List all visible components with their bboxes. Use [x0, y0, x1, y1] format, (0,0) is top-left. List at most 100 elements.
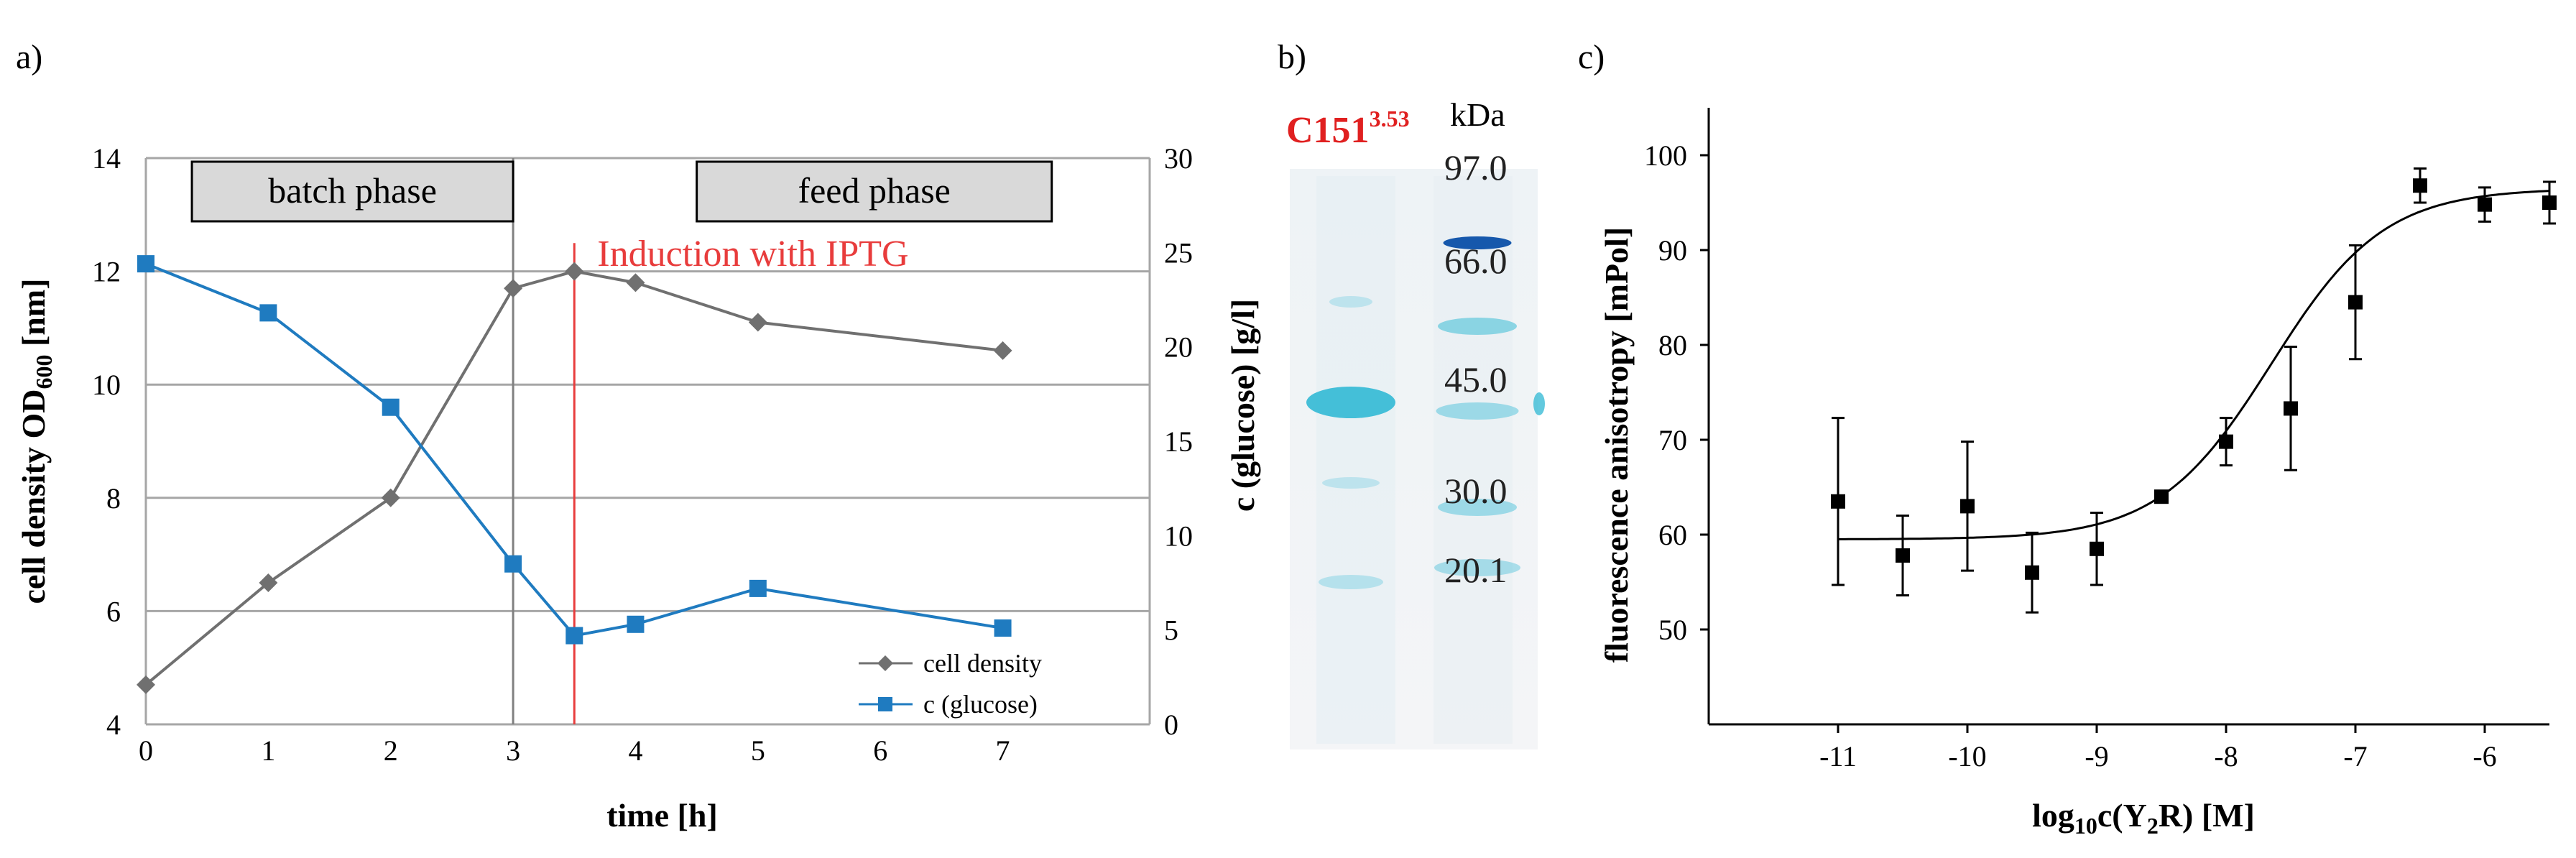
y-right-tick-20: 20	[1164, 331, 1193, 364]
y-right-tick-30: 30	[1164, 142, 1193, 175]
chart-a-y-right-axis-label: c (glucose) [g/l]	[1224, 299, 1261, 512]
x-tick-0: 0	[139, 734, 153, 767]
chart-c-fit-curve	[1838, 190, 2550, 540]
gel-unit-label: kDa	[1450, 96, 1505, 133]
y-right-tick-15: 15	[1164, 425, 1193, 458]
gel-marker-band-3	[1438, 499, 1517, 516]
y-left-tick-8: 8	[106, 482, 121, 515]
legend-glucose-marker	[878, 697, 892, 711]
data-point-7	[2284, 401, 2298, 416]
chart-a-series	[137, 255, 1012, 694]
gel-lane-sample	[1316, 176, 1395, 744]
cell-density-point-3	[504, 279, 523, 298]
data-point-9	[2413, 178, 2427, 193]
series-line-1	[145, 262, 1003, 637]
chart-c-data-points	[1831, 178, 2557, 580]
phase-box-label-0: batch phase	[268, 170, 437, 211]
gel-marker-label-1: 66.0	[1444, 241, 1508, 281]
y-left-tick-10: 10	[92, 369, 121, 401]
y-tick-60: 60	[1658, 519, 1687, 551]
data-point-2	[1960, 499, 1975, 514]
panel-label-b: b)	[1278, 38, 1306, 76]
data-point-0	[1831, 494, 1845, 509]
panel-a: a) batch phase feed phase Induction with …	[15, 38, 1261, 834]
x-tick--10: -10	[1948, 740, 1986, 772]
y-right-tick-5: 5	[1164, 614, 1178, 647]
gel-sample-band-faint-1	[1329, 296, 1372, 308]
y-right-tick-0: 0	[1164, 709, 1178, 741]
glucose-point-5	[627, 615, 645, 633]
chart-a-y-left-axis-label: cell density OD600 [nm]	[15, 278, 57, 604]
data-point-11	[2542, 195, 2557, 210]
chart-a-x-axis-label: time [h]	[606, 797, 718, 834]
data-point-6	[2219, 434, 2233, 449]
y-tick-80: 80	[1658, 329, 1687, 361]
legend-glucose-label: c (glucose)	[923, 690, 1038, 719]
x-tick-2: 2	[384, 734, 398, 767]
cell-density-point-4	[565, 262, 584, 281]
panel-c: c) -11 -10 -9 -8 -7 -6 50 60 70 80 90 100 log10c(Y2…	[1578, 38, 2557, 839]
y-right-tick-10: 10	[1164, 520, 1193, 552]
gel-edge-band	[1533, 392, 1545, 415]
gel-marker-band-1	[1438, 318, 1517, 335]
panel-label-a: a)	[16, 38, 42, 76]
gel-lane-marker	[1434, 176, 1513, 744]
gel-marker-label-4: 20.1	[1444, 550, 1508, 590]
gel-marker-labels: 97.0 66.0 45.0 30.0 20.1	[1444, 147, 1508, 590]
gel-marker-label-0: 97.0	[1444, 147, 1508, 188]
phase-box-0	[190, 160, 514, 223]
gel-bands	[1306, 236, 1545, 589]
y-left-tick-4: 4	[106, 709, 121, 741]
x-tick--11: -11	[1819, 740, 1857, 772]
x-tick-7: 7	[996, 734, 1010, 767]
chart-c-axes	[1700, 108, 2549, 733]
y-tick-90: 90	[1658, 234, 1687, 267]
gel-marker-band-4	[1434, 559, 1520, 576]
gel-marker-label-2: 45.0	[1444, 359, 1508, 400]
y-tick-100: 100	[1644, 139, 1687, 172]
cell-density-point-0	[137, 675, 155, 694]
x-tick-5: 5	[751, 734, 765, 767]
y-tick-70: 70	[1658, 424, 1687, 456]
y-right-tick-25: 25	[1164, 236, 1193, 269]
x-tick-6: 6	[873, 734, 887, 767]
cell-density-point-1	[259, 573, 278, 592]
y-left-tick-12: 12	[92, 256, 121, 288]
series-line-0	[144, 269, 1003, 686]
data-point-5	[2154, 489, 2169, 504]
data-point-3	[2025, 565, 2039, 580]
chart-c-tick-labels: -11 -10 -9 -8 -7 -6 50 60 70 80 90 100	[1644, 139, 2497, 772]
gel-sample-label: C1513.53	[1286, 106, 1410, 151]
chart-c-x-axis-label: log10c(Y2R) [M]	[2032, 797, 2255, 839]
x-tick-1: 1	[261, 734, 275, 767]
data-point-1	[1896, 548, 1910, 563]
glucose-point-4	[565, 627, 583, 645]
induction-label: Induction with IPTG	[597, 234, 908, 275]
gel-sample-band-faint-2	[1322, 477, 1380, 489]
chart-a-annotation: Induction with IPTG	[573, 234, 909, 724]
data-point-10	[2478, 197, 2492, 212]
chart-c-error-bars	[1832, 167, 2556, 614]
cell-density-point-2	[381, 488, 400, 507]
gel-marker-band-0	[1443, 236, 1512, 249]
glucose-point-6	[749, 579, 767, 597]
y-left-tick-14: 14	[92, 142, 121, 175]
gel-sample-band-faint-3	[1319, 575, 1383, 589]
gel-marker-band-2	[1436, 402, 1519, 420]
chart-a-phase-boxes: batch phase feed phase	[190, 160, 1053, 223]
glucose-point-0	[137, 255, 154, 273]
data-point-8	[2348, 295, 2363, 310]
x-tick--7: -7	[2343, 740, 2367, 772]
panel-b: b) C1513.53 kDa 97.0 66.0 45.0 30.0 20.1	[1278, 38, 1545, 749]
cell-density-point-5	[626, 273, 645, 292]
x-tick--8: -8	[2214, 740, 2238, 772]
y-tick-50: 50	[1658, 614, 1687, 646]
cell-density-point-6	[748, 313, 767, 332]
y-left-tick-6: 6	[106, 595, 121, 627]
x-tick--6: -6	[2473, 740, 2496, 772]
data-point-4	[2090, 541, 2104, 556]
chart-c-y-axis-label: fluorescence anisotropy [mPol]	[1598, 227, 1635, 663]
panel-label-c: c)	[1578, 38, 1605, 76]
glucose-point-7	[994, 619, 1012, 637]
